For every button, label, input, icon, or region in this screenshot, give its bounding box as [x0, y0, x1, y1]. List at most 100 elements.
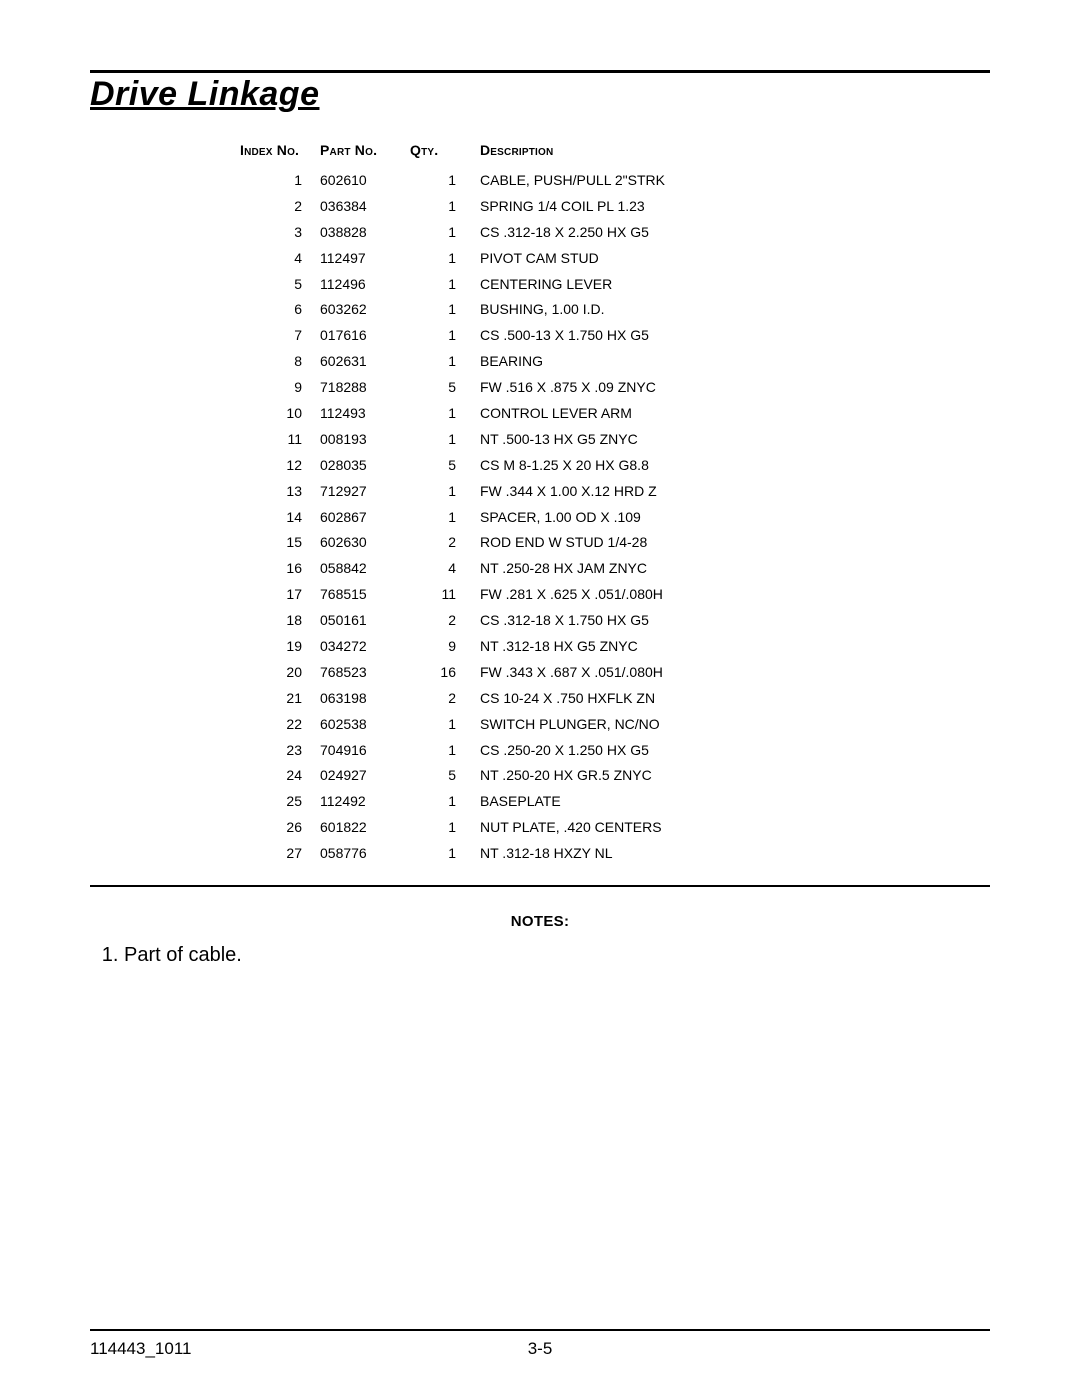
- cell-qty: 1: [410, 401, 480, 427]
- notes-heading: NOTES:: [90, 913, 990, 930]
- cell-index: 12: [240, 453, 320, 479]
- table-row: 110081931NT .500-13 HX G5 ZNYC: [240, 427, 990, 453]
- cell-desc: BUSHING, 1.00 I.D.: [480, 297, 990, 323]
- cell-qty: 16: [410, 660, 480, 686]
- footer-row: 114443_1011 3-5: [90, 1339, 990, 1359]
- table-row: 30388281CS .312-18 X 2.250 HX G5: [240, 220, 990, 246]
- cell-index: 22: [240, 712, 320, 738]
- mid-rule: [90, 885, 990, 887]
- cell-desc: BASEPLATE: [480, 789, 990, 815]
- table-row: 2076852316FW .343 X .687 X .051/.080H: [240, 660, 990, 686]
- cell-part: 712927: [320, 479, 410, 505]
- cell-desc: PIVOT CAM STUD: [480, 246, 990, 272]
- table-header-row: Index No. Part No. Qty. Description: [240, 142, 990, 158]
- cell-index: 25: [240, 789, 320, 815]
- header-part: Part No.: [320, 142, 410, 158]
- cell-desc: NUT PLATE, .420 CENTERS: [480, 815, 990, 841]
- table-row: 240249275NT .250-20 HX GR.5 ZNYC: [240, 763, 990, 789]
- cell-index: 18: [240, 608, 320, 634]
- cell-desc: FW .516 X .875 X .09 ZNYC: [480, 375, 990, 401]
- cell-qty: 1: [410, 841, 480, 867]
- cell-qty: 1: [410, 789, 480, 815]
- cell-qty: 9: [410, 634, 480, 660]
- table-row: 146028671SPACER, 1.00 OD X .109: [240, 505, 990, 531]
- cell-part: 718288: [320, 375, 410, 401]
- cell-part: 036384: [320, 194, 410, 220]
- cell-qty: 2: [410, 530, 480, 556]
- cell-qty: 1: [410, 220, 480, 246]
- cell-desc: CS .312-18 X 1.750 HX G5: [480, 608, 990, 634]
- cell-index: 3: [240, 220, 320, 246]
- cell-qty: 1: [410, 815, 480, 841]
- cell-desc: FW .281 X .625 X .051/.080H: [480, 582, 990, 608]
- cell-part: 112493: [320, 401, 410, 427]
- page: Drive Linkage Index No. Part No. Qty. De…: [0, 0, 1080, 1397]
- cell-index: 2: [240, 194, 320, 220]
- cell-index: 26: [240, 815, 320, 841]
- cell-qty: 5: [410, 763, 480, 789]
- cell-qty: 1: [410, 168, 480, 194]
- table-row: 270587761NT .312-18 HXZY NL: [240, 841, 990, 867]
- page-title: Drive Linkage: [90, 75, 990, 114]
- cell-part: 058776: [320, 841, 410, 867]
- table-row: 66032621BUSHING, 1.00 I.D.: [240, 297, 990, 323]
- table-row: 180501612CS .312-18 X 1.750 HX G5: [240, 608, 990, 634]
- cell-part: 603262: [320, 297, 410, 323]
- table-row: 137129271FW .344 X 1.00 X.12 HRD Z: [240, 479, 990, 505]
- cell-index: 16: [240, 556, 320, 582]
- cell-index: 17: [240, 582, 320, 608]
- header-index: Index No.: [240, 142, 320, 158]
- table-row: 210631982CS 10-24 X .750 HXFLK ZN: [240, 686, 990, 712]
- cell-part: 034272: [320, 634, 410, 660]
- cell-desc: CS .312-18 X 2.250 HX G5: [480, 220, 990, 246]
- cell-part: 024927: [320, 763, 410, 789]
- footer-doc-id: 114443_1011: [90, 1339, 390, 1359]
- cell-qty: 2: [410, 686, 480, 712]
- cell-desc: CABLE, PUSH/PULL 2"STRK: [480, 168, 990, 194]
- notes-list: Part of cable.: [90, 944, 990, 967]
- cell-qty: 4: [410, 556, 480, 582]
- cell-desc: NT .250-28 HX JAM ZNYC: [480, 556, 990, 582]
- cell-index: 11: [240, 427, 320, 453]
- table-row: 86026311BEARING: [240, 349, 990, 375]
- parts-table: Index No. Part No. Qty. Description 1602…: [240, 142, 990, 867]
- cell-index: 23: [240, 738, 320, 764]
- cell-index: 1: [240, 168, 320, 194]
- table-row: 1776851511FW .281 X .625 X .051/.080H: [240, 582, 990, 608]
- cell-index: 27: [240, 841, 320, 867]
- table-row: 41124971PIVOT CAM STUD: [240, 246, 990, 272]
- table-row: 226025381SWITCH PLUNGER, NC/NO: [240, 712, 990, 738]
- table-row: 190342729NT .312-18 HX G5 ZNYC: [240, 634, 990, 660]
- page-footer: 114443_1011 3-5: [90, 1329, 990, 1359]
- table-row: 237049161CS .250-20 X 1.250 HX G5: [240, 738, 990, 764]
- table-row: 51124961CENTERING LEVER: [240, 272, 990, 298]
- cell-part: 038828: [320, 220, 410, 246]
- cell-index: 5: [240, 272, 320, 298]
- cell-part: 112497: [320, 246, 410, 272]
- cell-part: 028035: [320, 453, 410, 479]
- cell-index: 21: [240, 686, 320, 712]
- cell-part: 768523: [320, 660, 410, 686]
- cell-qty: 1: [410, 505, 480, 531]
- cell-part: 063198: [320, 686, 410, 712]
- cell-desc: NT .500-13 HX G5 ZNYC: [480, 427, 990, 453]
- cell-desc: CENTERING LEVER: [480, 272, 990, 298]
- cell-desc: SWITCH PLUNGER, NC/NO: [480, 712, 990, 738]
- cell-desc: CS .250-20 X 1.250 HX G5: [480, 738, 990, 764]
- cell-part: 704916: [320, 738, 410, 764]
- cell-qty: 1: [410, 349, 480, 375]
- cell-index: 7: [240, 323, 320, 349]
- cell-part: 050161: [320, 608, 410, 634]
- cell-part: 601822: [320, 815, 410, 841]
- cell-desc: CS .500-13 X 1.750 HX G5: [480, 323, 990, 349]
- table-row: 266018221NUT PLATE, .420 CENTERS: [240, 815, 990, 841]
- cell-part: 017616: [320, 323, 410, 349]
- cell-desc: SPRING 1/4 COIL PL 1.23: [480, 194, 990, 220]
- table-row: 97182885FW .516 X .875 X .09 ZNYC: [240, 375, 990, 401]
- cell-part: 058842: [320, 556, 410, 582]
- cell-part: 602630: [320, 530, 410, 556]
- cell-qty: 1: [410, 712, 480, 738]
- cell-desc: CS M 8-1.25 X 20 HX G8.8: [480, 453, 990, 479]
- cell-desc: CONTROL LEVER ARM: [480, 401, 990, 427]
- table-body: 16026101CABLE, PUSH/PULL 2"STRK20363841S…: [240, 168, 990, 867]
